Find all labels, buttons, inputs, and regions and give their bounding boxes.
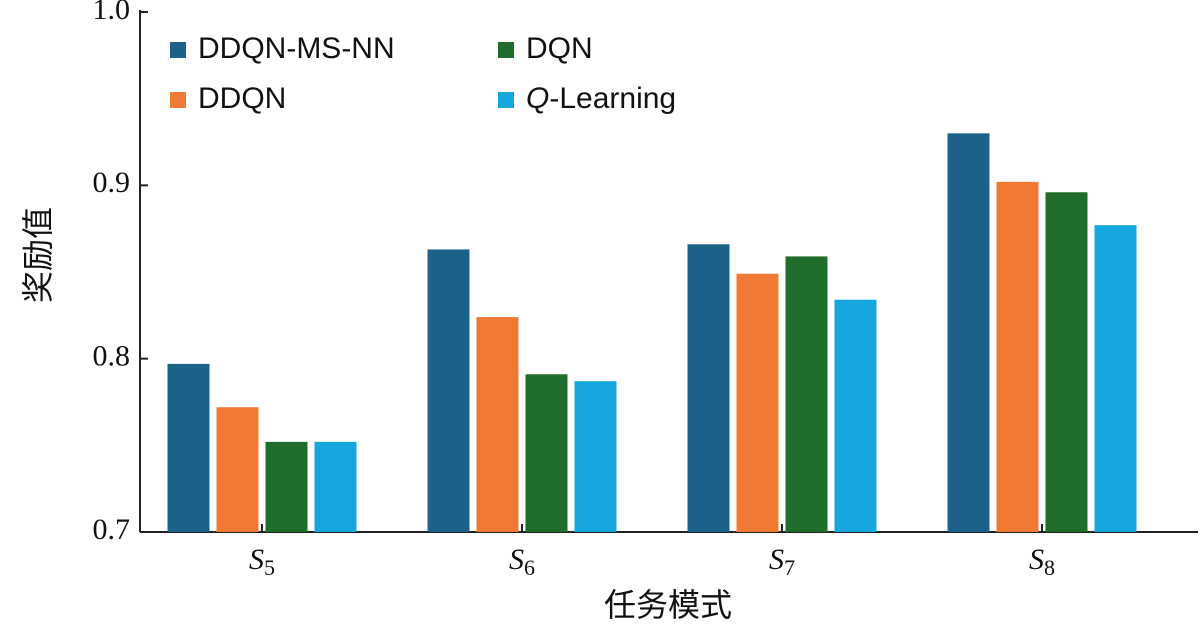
legend-swatch (170, 42, 186, 58)
bar (314, 441, 357, 532)
legend-label: DQN (526, 32, 593, 65)
legend-swatch (498, 42, 514, 58)
y-tick-label: 0.7 (93, 513, 131, 546)
legend-swatch (170, 92, 186, 108)
bar (167, 363, 210, 532)
bar (947, 133, 990, 533)
bar (525, 374, 568, 532)
legend-label: DDQN-MS-NN (198, 32, 395, 65)
x-tick-label: S8 (1029, 543, 1055, 580)
y-tick-label: 0.9 (93, 166, 131, 199)
legend-label: DDQN (198, 82, 286, 115)
bar (1045, 192, 1088, 532)
legend-swatch (498, 92, 514, 108)
legend-label: Q-Learning (526, 82, 676, 115)
bar (687, 244, 730, 532)
x-axis-label: 任务模式 (604, 586, 732, 624)
bar (736, 273, 779, 532)
y-tick-label: 1.0 (93, 0, 131, 26)
bar (785, 256, 828, 532)
x-tick-label: S6 (509, 543, 535, 580)
y-tick-label: 0.8 (93, 340, 131, 373)
bar (1094, 225, 1137, 532)
bar (427, 249, 470, 532)
y-axis-label: 奖励值 (19, 207, 57, 303)
bar (996, 181, 1039, 532)
bar (216, 407, 259, 532)
x-tick-label: S5 (249, 543, 275, 580)
bar (834, 299, 877, 532)
bar (265, 441, 308, 532)
x-tick-label: S7 (769, 543, 795, 580)
bar (574, 381, 617, 532)
bar (476, 317, 519, 532)
